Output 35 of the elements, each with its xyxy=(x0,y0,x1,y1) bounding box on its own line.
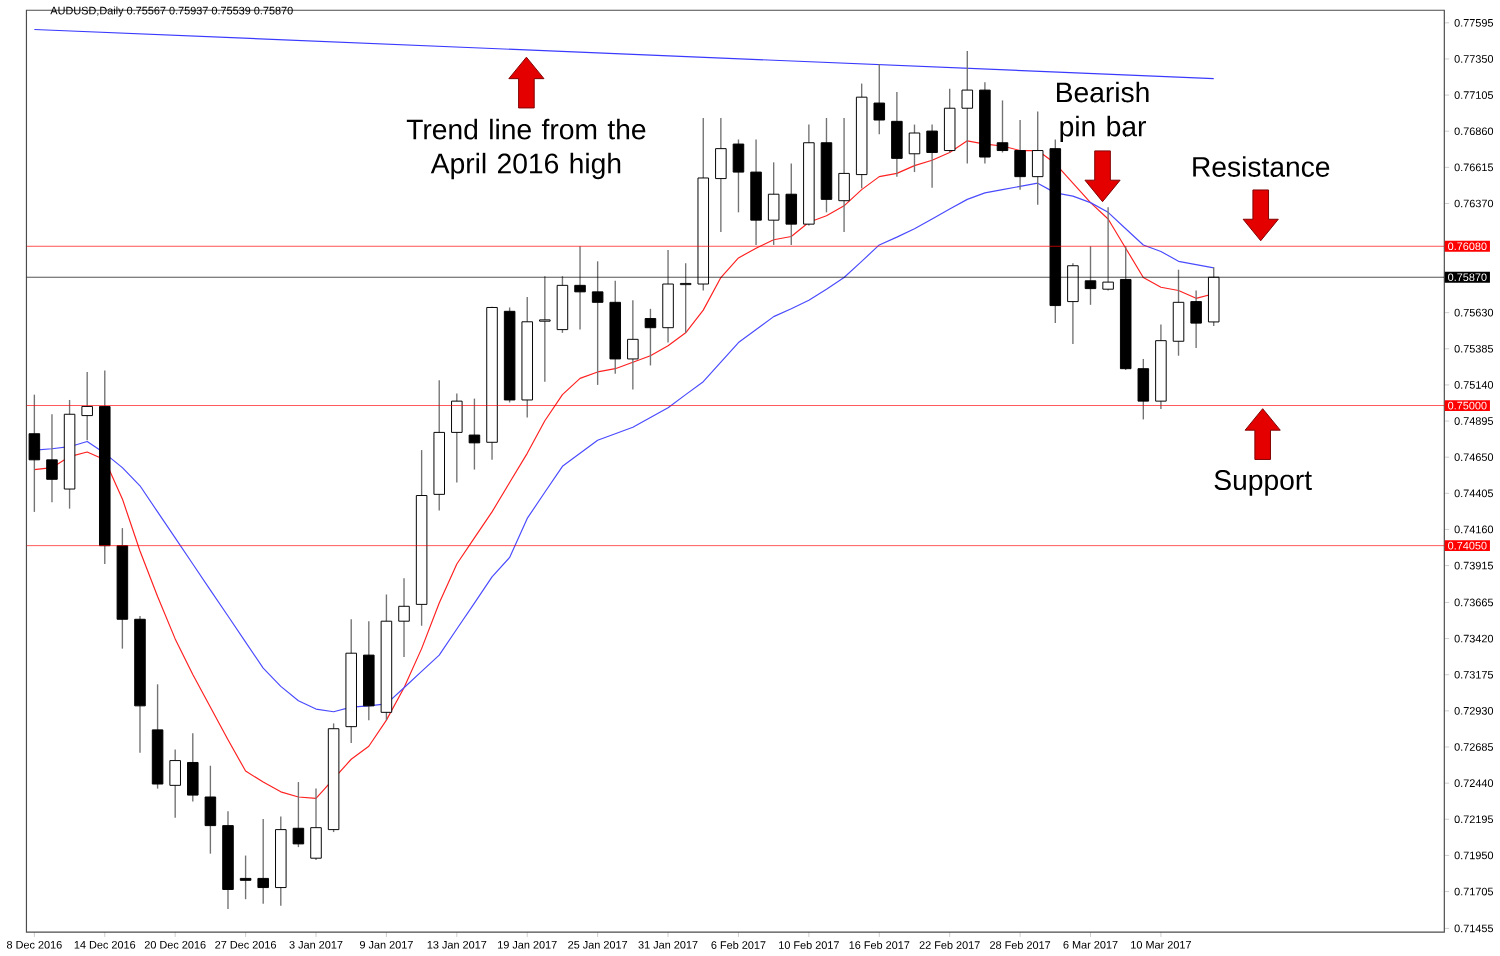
candlestick xyxy=(873,63,886,136)
candlestick xyxy=(627,299,639,391)
candlestick xyxy=(1137,358,1150,421)
candlestick xyxy=(996,99,1009,154)
candlestick xyxy=(169,749,181,819)
candlestick xyxy=(204,765,217,855)
candlestick xyxy=(785,163,798,246)
candlestick xyxy=(46,413,58,504)
candlestick xyxy=(943,88,956,154)
candlestick xyxy=(644,308,657,367)
candlestick xyxy=(961,50,974,165)
candlestick xyxy=(468,398,481,471)
annotation: Support xyxy=(1214,470,1312,496)
candlestick xyxy=(187,732,199,803)
candlestick xyxy=(908,124,921,173)
candlestick xyxy=(767,161,780,246)
candlestick xyxy=(1014,119,1026,191)
candlestick xyxy=(451,392,463,484)
candlestick xyxy=(1190,290,1202,349)
candlestick xyxy=(398,577,410,658)
candlestick xyxy=(1031,110,1044,206)
candlestick xyxy=(891,91,903,178)
candlestick xyxy=(838,117,850,233)
candlestick xyxy=(81,371,93,442)
candlestick xyxy=(28,394,41,513)
annotation: Resistance xyxy=(1193,156,1330,178)
candlestick xyxy=(715,117,727,233)
candlestick xyxy=(732,139,745,214)
annotation: Trend line from the April 2016 high xyxy=(406,119,646,180)
candlestick xyxy=(257,818,269,905)
candlestick xyxy=(292,781,305,849)
candlestick xyxy=(239,855,252,901)
annotation: Bearish pin bar xyxy=(1057,81,1149,143)
candlestick xyxy=(310,788,322,862)
candlestick xyxy=(926,124,938,189)
